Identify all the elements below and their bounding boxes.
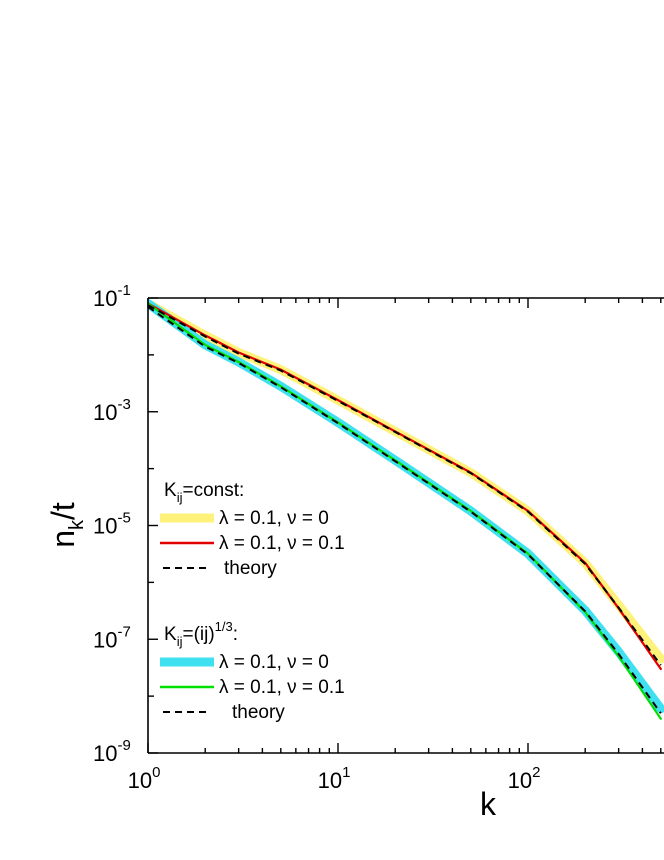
legend: Kij=const: λ = 0.1, ν = 0 λ = 0.1, ν = 0.1… bbox=[160, 480, 345, 723]
legend-label: λ = 0.1, ν = 0.1 bbox=[219, 677, 345, 698]
axes-layer bbox=[147, 297, 664, 754]
series-line-3 bbox=[148, 299, 664, 714]
y-tick-label: 10-7 bbox=[93, 623, 131, 652]
series-line-5 bbox=[148, 305, 662, 714]
legend-label: theory bbox=[232, 702, 285, 723]
legend-label: λ = 0.1, ν = 0 bbox=[219, 508, 329, 529]
tick-labels: 100 101 102 10-1 10-3 10-5 10-7 10-9 bbox=[93, 282, 540, 793]
y-axis-title-text: nk/t bbox=[45, 502, 88, 548]
x-tick-label: 100 bbox=[128, 764, 161, 793]
legend-group-title: Kij=(ij)1/3: bbox=[164, 619, 238, 649]
x-tick-label: 101 bbox=[318, 764, 351, 793]
y-tick-label: 10-9 bbox=[93, 737, 131, 766]
y-axis-title: nk/t bbox=[45, 502, 88, 548]
legend-label: theory bbox=[224, 558, 277, 579]
series-line-2 bbox=[148, 304, 662, 666]
legend-label: λ = 0.1, ν = 0 bbox=[219, 652, 329, 673]
x-tick-label: 102 bbox=[508, 764, 541, 793]
y-tick-label: 10-1 bbox=[93, 282, 131, 311]
y-tick-label: 10-5 bbox=[93, 510, 131, 539]
x-axis-title: k bbox=[480, 786, 497, 822]
y-tick-label: 10-3 bbox=[93, 396, 131, 425]
legend-label: λ = 0.1, ν = 0.1 bbox=[219, 533, 345, 554]
series-layer bbox=[148, 299, 664, 720]
legend-group-title: Kij=const: bbox=[164, 480, 244, 505]
